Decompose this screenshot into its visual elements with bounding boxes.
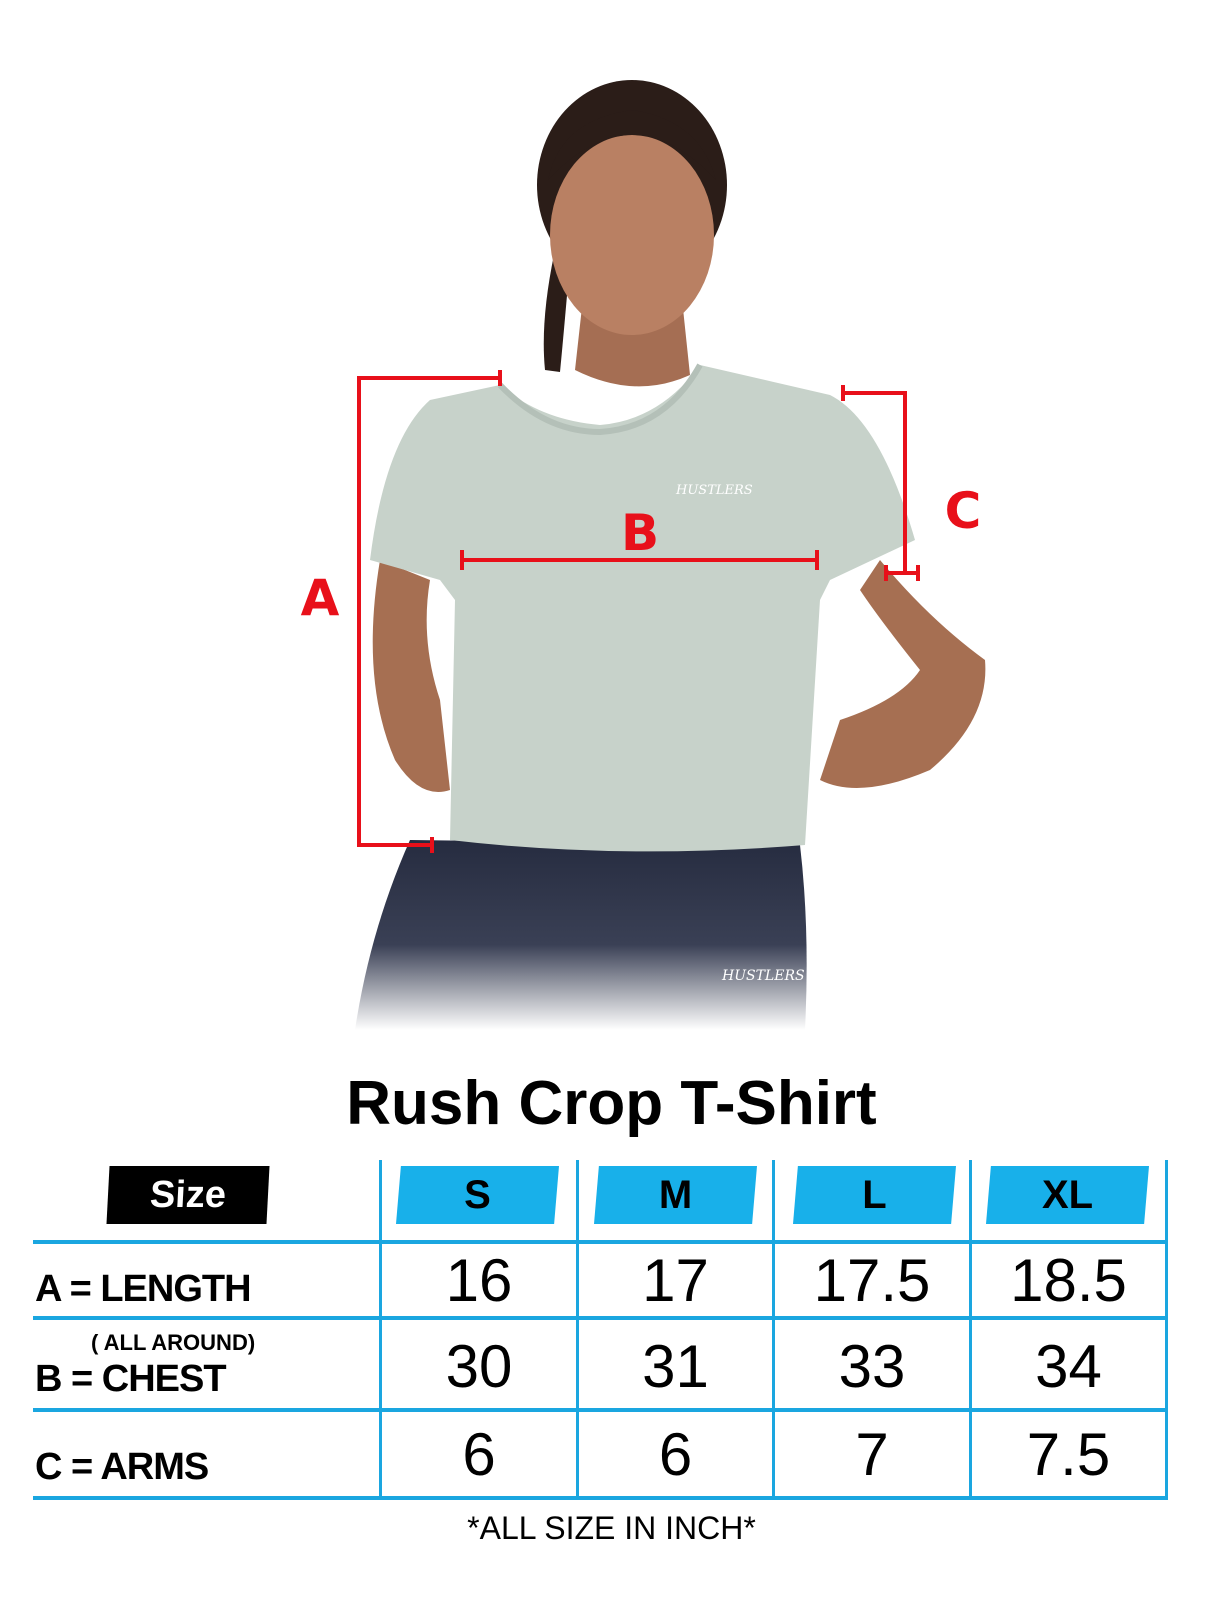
measurement-lines <box>357 370 920 853</box>
cell-chest-m: 31 <box>642 1332 709 1400</box>
table-divider <box>33 1316 1168 1320</box>
size-chart-table: Size S M L XL A = LENGTH ( ALL AROUND) B… <box>33 1160 1168 1500</box>
table-divider <box>1165 1160 1168 1500</box>
row-label-chest: B = CHEST <box>35 1358 227 1400</box>
size-header: Size <box>106 1166 270 1224</box>
cell-arms-m: 6 <box>658 1420 693 1488</box>
cell-chest-l: 33 <box>838 1332 906 1400</box>
measure-b-label: B <box>621 504 659 562</box>
measure-a-line <box>357 370 502 853</box>
brand-logo: HUSTLERS <box>675 483 753 498</box>
measure-c-label: C <box>945 482 982 540</box>
table-divider <box>33 1408 1168 1412</box>
model-photo: HUSTLERS HUSTLERS A B C <box>301 80 986 1030</box>
table-divider <box>33 1496 1168 1500</box>
size-header-m: M <box>594 1166 757 1224</box>
size-header-s: S <box>396 1166 559 1224</box>
row-label-arms: C = ARMS <box>35 1446 209 1488</box>
model-figure: HUSTLERS HUSTLERS <box>355 80 986 1030</box>
cell-arms-s: 6 <box>462 1420 496 1488</box>
cell-arms-xl: 7.5 <box>1026 1420 1111 1488</box>
measure-b-line <box>460 550 819 570</box>
cell-length-s: 16 <box>445 1246 513 1314</box>
table-divider <box>969 1160 972 1500</box>
row-label-length: A = LENGTH <box>35 1268 252 1310</box>
table-divider <box>33 1240 1168 1244</box>
size-header-l: L <box>793 1166 956 1224</box>
cell-length-m: 17 <box>642 1246 709 1314</box>
cell-arms-l: 7 <box>855 1420 889 1488</box>
table-divider <box>772 1160 775 1500</box>
cell-length-xl: 18.5 <box>1010 1246 1127 1314</box>
measure-c-line <box>841 385 920 581</box>
brand-logo-pants: HUSTLERS <box>721 968 805 984</box>
cell-chest-s: 30 <box>445 1332 513 1400</box>
table-divider <box>576 1160 579 1500</box>
cell-chest-xl: 34 <box>1035 1332 1102 1400</box>
cell-length-l: 17.5 <box>813 1246 931 1314</box>
table-divider <box>379 1160 382 1500</box>
size-header-xl: XL <box>986 1166 1149 1224</box>
product-title: Rush Crop T-Shirt <box>346 1069 877 1138</box>
unit-footnote: *ALL SIZE IN INCH* <box>467 1510 756 1546</box>
row-sublabel-chest: ( ALL AROUND) <box>91 1330 256 1355</box>
measure-a-label: A <box>301 569 340 627</box>
